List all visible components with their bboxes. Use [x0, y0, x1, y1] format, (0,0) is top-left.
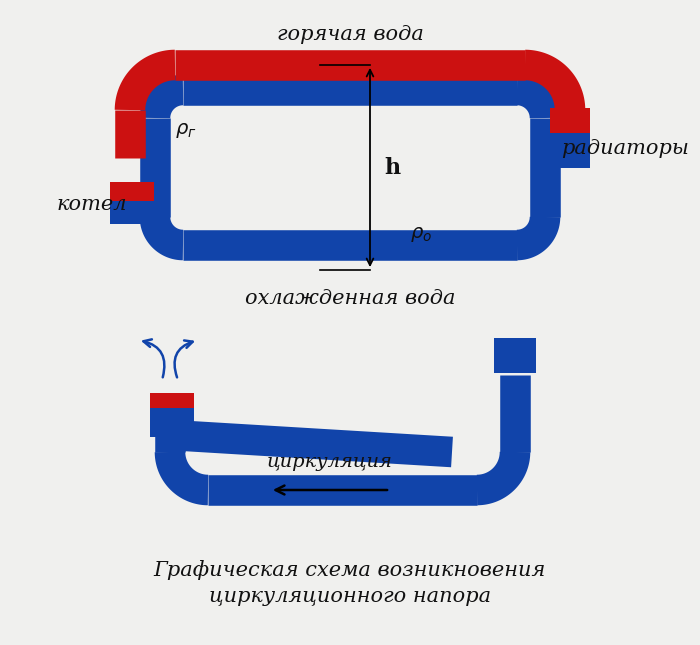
Bar — [110, 201, 154, 224]
Text: $\rho_г$: $\rho_г$ — [175, 121, 197, 139]
Bar — [550, 134, 590, 168]
Text: радиаторы: радиаторы — [561, 139, 689, 157]
Text: циркуляционного напора: циркуляционного напора — [209, 588, 491, 606]
Bar — [494, 338, 536, 373]
Bar — [150, 393, 194, 408]
Text: горячая вода: горячая вода — [276, 26, 424, 45]
Bar — [550, 108, 590, 134]
Text: $\rho_о$: $\rho_о$ — [410, 226, 432, 244]
Bar — [150, 393, 194, 437]
Text: котел: котел — [57, 195, 127, 215]
Bar — [110, 182, 154, 201]
Text: h: h — [384, 157, 400, 179]
Text: циркуляция: циркуляция — [267, 453, 393, 471]
Text: Графическая схема возникновения: Графическая схема возникновения — [154, 560, 546, 580]
Text: охлажденная вода: охлажденная вода — [245, 288, 455, 308]
